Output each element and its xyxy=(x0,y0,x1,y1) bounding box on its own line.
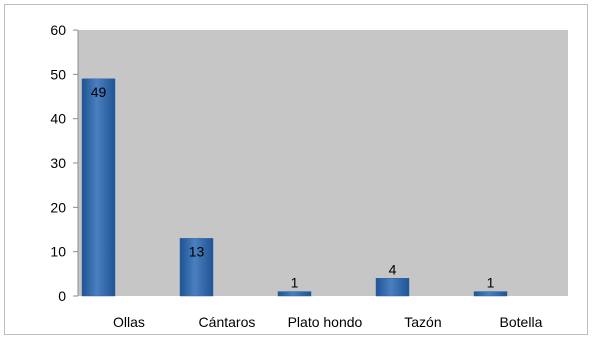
y-tick-label: 60 xyxy=(50,22,66,38)
data-label: 1 xyxy=(487,275,495,291)
y-tick-label: 20 xyxy=(50,199,66,215)
bars: 49 13 1 4 1 xyxy=(81,78,508,297)
y-tick-label: 40 xyxy=(50,111,66,127)
y-axis: 0 10 20 30 40 50 60 xyxy=(50,22,78,304)
x-tick-label: Botella xyxy=(500,314,543,330)
data-label: 4 xyxy=(389,261,397,277)
y-tick-label: 10 xyxy=(50,244,66,260)
y-tick-label: 30 xyxy=(50,155,66,171)
data-label: 13 xyxy=(189,243,205,259)
x-axis: Ollas Cántaros Plato hondo Tazón Botella xyxy=(113,314,543,330)
bar-3 xyxy=(375,278,410,297)
data-label: 49 xyxy=(91,84,107,100)
x-tick-label: Tazón xyxy=(404,314,441,330)
bar-4 xyxy=(473,291,508,297)
bar-0 xyxy=(81,78,116,297)
bar-1 xyxy=(179,238,214,297)
data-label: 1 xyxy=(291,275,299,291)
plot-area xyxy=(78,30,568,296)
y-tick-label: 50 xyxy=(50,66,66,82)
x-tick-label: Ollas xyxy=(113,314,145,330)
bar-2 xyxy=(277,291,312,297)
x-tick-label: Plato hondo xyxy=(288,314,363,330)
x-tick-label: Cántaros xyxy=(199,314,256,330)
y-tick-label: 0 xyxy=(58,288,66,304)
